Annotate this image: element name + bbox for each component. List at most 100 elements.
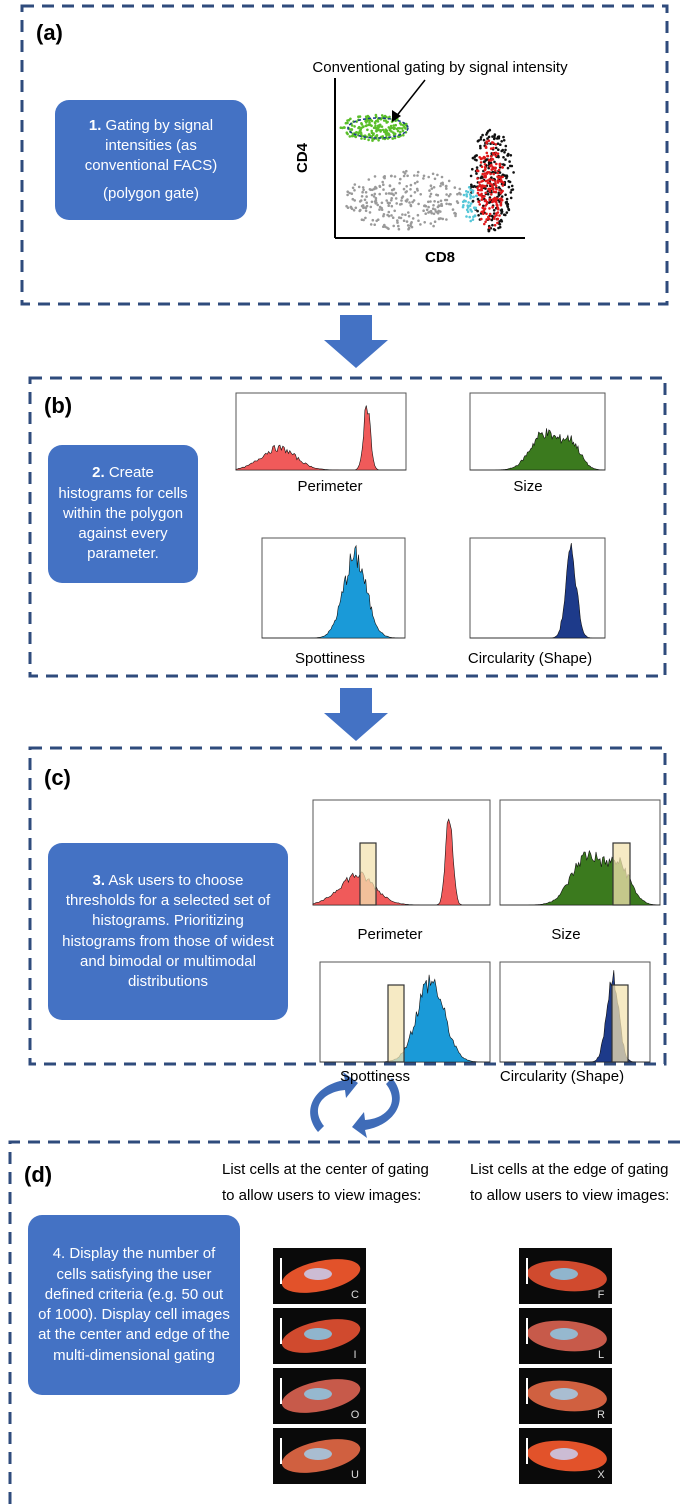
scatter-dot bbox=[486, 154, 490, 158]
scatter-dot bbox=[476, 186, 479, 190]
scatter-dot bbox=[495, 203, 499, 207]
scatter-dot bbox=[507, 208, 511, 212]
scatter-dot bbox=[373, 187, 376, 191]
scatter-dot bbox=[392, 124, 396, 127]
scatter-dot bbox=[461, 205, 465, 209]
scatter-dot bbox=[493, 166, 497, 170]
scatter-dot bbox=[488, 212, 492, 216]
scatter-dot bbox=[419, 193, 423, 196]
scatter-dot bbox=[498, 188, 501, 192]
panel-label: (d) bbox=[24, 1162, 53, 1187]
scatter-dot bbox=[401, 213, 404, 216]
scatter-dot bbox=[476, 197, 480, 201]
scatter-dot bbox=[499, 203, 503, 207]
scatter-dot bbox=[492, 187, 495, 190]
scatter-dot bbox=[382, 119, 386, 122]
scatter-dot bbox=[502, 139, 506, 142]
scatter-dot bbox=[429, 192, 433, 196]
scatter-dot bbox=[472, 195, 475, 199]
scatter-dot bbox=[504, 144, 508, 148]
scatter-dot bbox=[453, 211, 457, 215]
scatter-dot bbox=[357, 115, 360, 118]
scatter-dot bbox=[483, 199, 487, 203]
scatter-dot bbox=[339, 126, 343, 129]
scatter-dot bbox=[402, 174, 406, 178]
scatter-dot bbox=[393, 175, 397, 178]
scatter-dot bbox=[500, 190, 504, 194]
scatter-dot bbox=[353, 199, 357, 202]
scatter-dot bbox=[497, 168, 501, 172]
scatter-dot bbox=[389, 192, 393, 195]
scatter-dot bbox=[431, 172, 435, 176]
scatter-dot bbox=[392, 187, 396, 191]
scatter-dot bbox=[430, 187, 434, 190]
scatter-dot bbox=[392, 127, 396, 131]
scatter-dot bbox=[402, 133, 405, 137]
scatter-dot bbox=[365, 201, 369, 204]
step-text: Ask users to choose thresholds for a sel… bbox=[62, 871, 274, 990]
scatter-dot bbox=[380, 125, 384, 128]
histogram-shape bbox=[262, 544, 405, 639]
scatter-dot bbox=[445, 218, 448, 221]
scatter-dot bbox=[486, 130, 490, 133]
scatter-dot bbox=[492, 153, 496, 156]
cell-id: F bbox=[598, 1289, 605, 1301]
scatter-dot bbox=[346, 132, 349, 136]
cell-id: C bbox=[351, 1289, 359, 1301]
step-box: 2. Create histograms for cells within th… bbox=[48, 445, 198, 583]
histogram-label: Perimeter bbox=[297, 478, 363, 495]
scatter-dot bbox=[415, 187, 419, 191]
scatter-dot bbox=[479, 193, 482, 197]
scatter-dot bbox=[494, 169, 497, 172]
scatter-dot bbox=[465, 193, 468, 196]
scatter-dot bbox=[489, 147, 493, 150]
scatter-dot bbox=[494, 184, 498, 188]
scatter-dot bbox=[469, 174, 473, 178]
caption: List cells at the center of gating to al… bbox=[222, 1161, 429, 1204]
scatter-dot bbox=[498, 171, 502, 174]
scatter-dot bbox=[416, 170, 420, 174]
scatter-dot bbox=[366, 128, 369, 132]
scatter-dot bbox=[478, 156, 482, 159]
scatter-dot bbox=[430, 211, 434, 215]
scatter-dot bbox=[376, 128, 380, 132]
scatter-dot bbox=[483, 156, 487, 159]
scatter-dot bbox=[416, 174, 419, 177]
scatter-dot bbox=[384, 192, 388, 195]
scatter-dot bbox=[465, 215, 468, 218]
scatter-dot bbox=[407, 227, 410, 231]
scatter-dot bbox=[487, 229, 491, 233]
scatter-dot bbox=[476, 209, 479, 213]
scatter-dot bbox=[388, 184, 392, 187]
scatter-dot bbox=[416, 180, 419, 184]
scatter-dot bbox=[377, 126, 380, 130]
scatter-dot bbox=[495, 197, 499, 200]
scatter-dot bbox=[411, 217, 415, 220]
plot-frame bbox=[469, 537, 606, 639]
cell-nucleus bbox=[550, 1268, 578, 1280]
histogram-shape bbox=[470, 542, 605, 639]
scatter-dot bbox=[487, 215, 490, 219]
scatter-dot bbox=[367, 133, 371, 136]
scatter-dot bbox=[416, 213, 420, 217]
scatter-dot bbox=[497, 186, 501, 189]
scatter-dot bbox=[429, 200, 432, 203]
scatter-dot bbox=[372, 195, 376, 198]
scatter-dot bbox=[399, 130, 402, 134]
scatter-dot bbox=[424, 212, 428, 215]
scatter-dot bbox=[494, 182, 497, 186]
scatter-dot bbox=[481, 172, 485, 176]
scatter-dot bbox=[347, 118, 351, 122]
scatter-dot bbox=[475, 172, 478, 175]
cell-id: I bbox=[353, 1349, 356, 1361]
threshold-gate bbox=[612, 842, 631, 906]
scatter-dot bbox=[511, 188, 515, 191]
panel-frame bbox=[8, 1140, 684, 1504]
scatter-dot bbox=[378, 184, 382, 188]
scatter-dot bbox=[360, 123, 364, 126]
scatter-dot bbox=[364, 191, 368, 194]
scatter-dot bbox=[427, 200, 430, 204]
scatter-dot bbox=[491, 183, 494, 186]
threshold-gate bbox=[359, 842, 377, 906]
